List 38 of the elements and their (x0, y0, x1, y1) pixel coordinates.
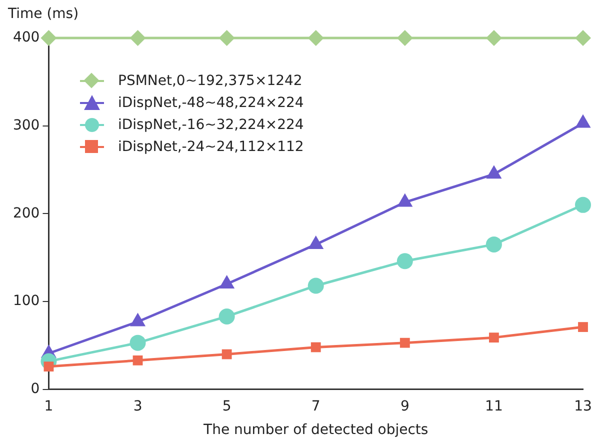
y-tick-label: 300 (12, 117, 40, 134)
point (489, 332, 499, 343)
point (218, 308, 235, 324)
legend-label: PSMNet,0~192,375×1242 (118, 73, 302, 89)
point (218, 30, 235, 46)
x-tick-label: 5 (222, 398, 232, 414)
point (575, 30, 591, 46)
x-tick-label: 1 (44, 398, 54, 414)
point (486, 236, 502, 252)
x-tick-label: 13 (574, 398, 592, 414)
point (308, 278, 324, 294)
legend-label: iDispNet,-16~32,224×224 (118, 117, 304, 133)
point (132, 355, 143, 366)
x-tick-label: 3 (133, 398, 142, 414)
point (578, 322, 588, 332)
point (40, 30, 57, 46)
y-tick-label: 400 (12, 30, 40, 46)
y-tick-label: 200 (12, 205, 40, 222)
point (400, 338, 410, 348)
y-axis-title: Time (ms) (8, 6, 79, 22)
point (44, 362, 54, 372)
legend-label: iDispNet,-48~48,224×224 (118, 95, 304, 111)
x-tick-label: 11 (485, 398, 503, 414)
legend-label: iDispNet,-24~24,112×112 (118, 139, 304, 155)
point (575, 196, 591, 213)
point (130, 334, 146, 351)
point (396, 253, 413, 270)
point (486, 30, 502, 46)
y-tick-label: 0 (30, 381, 40, 398)
point (308, 30, 324, 46)
y-tick-label: 100 (12, 293, 40, 310)
x-tick-label: 9 (400, 398, 410, 414)
point (130, 30, 146, 46)
point (396, 30, 413, 46)
x-axis-title: The number of detected objects (202, 422, 428, 438)
x-tick-label: 7 (311, 398, 320, 414)
point (310, 342, 321, 352)
point (222, 349, 232, 360)
